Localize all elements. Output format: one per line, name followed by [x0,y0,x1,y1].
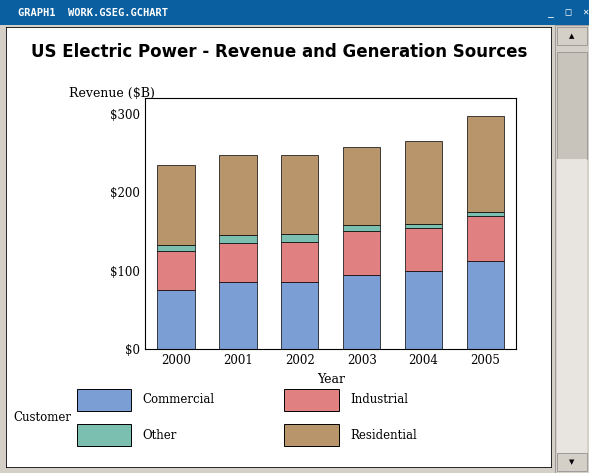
Bar [284,389,339,411]
Bar [405,141,442,224]
Bar [405,224,442,228]
Text: US Electric Power - Revenue and Generation Sources: US Electric Power - Revenue and Generati… [31,43,527,61]
Bar [343,225,380,231]
Bar [282,242,319,282]
X-axis label: Year: Year [317,373,345,385]
Bar [557,453,587,471]
Text: Other: Other [143,429,177,442]
Bar [219,282,256,349]
Text: GRAPH1  WORK.GSEG.GCHART: GRAPH1 WORK.GSEG.GCHART [18,8,168,18]
Bar [343,147,380,225]
Bar [467,261,504,349]
Bar [557,159,587,453]
Bar [467,216,504,261]
Text: ▼: ▼ [569,459,575,465]
Text: Industrial: Industrial [350,394,408,406]
Bar [405,228,442,271]
Text: ▲: ▲ [569,33,575,39]
Text: Customer: Customer [14,411,71,424]
Bar [219,236,256,243]
Bar [219,155,256,236]
Bar [282,155,319,234]
Bar [467,212,504,216]
Bar [157,165,194,245]
Bar [282,282,319,349]
Bar [557,52,587,159]
Bar [557,27,587,45]
Bar [284,424,339,446]
Bar [157,245,194,251]
Text: Commercial: Commercial [143,394,214,406]
Bar [157,251,194,290]
Bar [343,275,380,349]
Bar [282,234,319,242]
Bar [77,424,131,446]
Text: Revenue ($B): Revenue ($B) [70,87,155,100]
Text: Residential: Residential [350,429,416,442]
Bar [77,389,131,411]
Bar [467,116,504,212]
Text: _  □  ✕: _ □ ✕ [548,8,589,18]
Bar [157,290,194,349]
Bar [405,271,442,349]
Bar [343,231,380,275]
Bar [219,243,256,282]
